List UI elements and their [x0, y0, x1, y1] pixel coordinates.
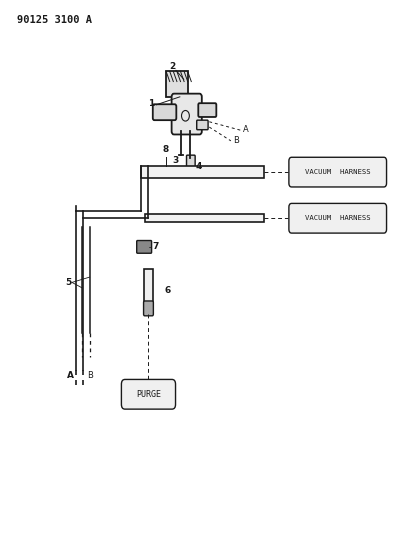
FancyBboxPatch shape	[153, 104, 176, 120]
FancyBboxPatch shape	[171, 94, 202, 134]
Text: 5: 5	[65, 278, 71, 287]
FancyBboxPatch shape	[141, 166, 264, 178]
Text: A: A	[66, 371, 73, 380]
Text: PURGE: PURGE	[136, 390, 161, 399]
FancyBboxPatch shape	[198, 103, 216, 117]
Text: 8: 8	[163, 145, 169, 154]
Text: 1: 1	[148, 99, 154, 108]
FancyBboxPatch shape	[289, 157, 387, 187]
Text: B: B	[87, 371, 92, 380]
Text: B: B	[233, 136, 239, 145]
FancyBboxPatch shape	[166, 71, 188, 97]
Text: VACUUM  HARNESS: VACUUM HARNESS	[305, 169, 371, 175]
Text: 6: 6	[164, 286, 170, 295]
Text: 2: 2	[169, 62, 175, 71]
FancyBboxPatch shape	[143, 269, 153, 303]
FancyBboxPatch shape	[145, 214, 264, 222]
FancyBboxPatch shape	[289, 204, 387, 233]
Text: A: A	[243, 125, 248, 134]
FancyBboxPatch shape	[121, 379, 175, 409]
FancyBboxPatch shape	[143, 301, 153, 316]
FancyBboxPatch shape	[137, 240, 152, 253]
FancyBboxPatch shape	[186, 155, 195, 167]
Text: 7: 7	[152, 243, 159, 252]
Text: 90125 3100 A: 90125 3100 A	[17, 14, 92, 25]
FancyBboxPatch shape	[197, 120, 208, 130]
Text: VACUUM  HARNESS: VACUUM HARNESS	[305, 215, 371, 221]
Text: 4: 4	[195, 163, 201, 172]
Text: 3: 3	[173, 156, 179, 165]
